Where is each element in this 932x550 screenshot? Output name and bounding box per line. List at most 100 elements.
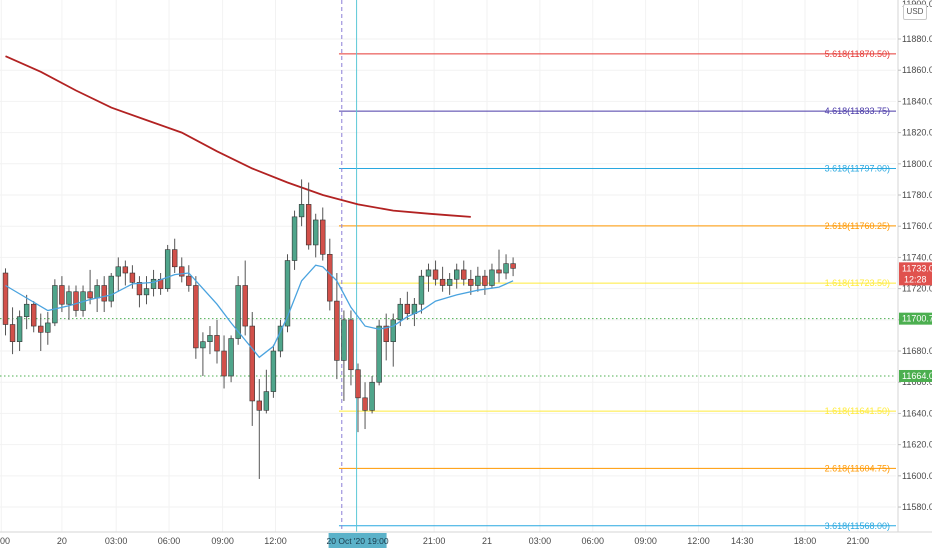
candle-body xyxy=(45,322,51,333)
candle-body xyxy=(150,278,157,289)
fib-level-label: 5.618(11870.50) xyxy=(825,49,890,59)
time-tick-label: 09:00 xyxy=(211,536,234,546)
candle-body xyxy=(87,291,93,299)
candle-body xyxy=(228,338,234,377)
candle-body xyxy=(256,400,262,411)
candle-body xyxy=(320,219,326,255)
time-tick-label: 21 xyxy=(482,536,492,546)
candle-body xyxy=(73,291,79,311)
candle-body xyxy=(475,275,481,286)
fib-level-label: 3.618(11568.00) xyxy=(825,521,890,531)
candle xyxy=(87,269,93,305)
candle-body xyxy=(249,325,255,402)
candle xyxy=(59,276,65,313)
fib-level-label: 2.618(11760.25) xyxy=(825,221,890,231)
candle-body xyxy=(425,269,432,277)
currency-badge[interactable]: USD xyxy=(903,4,927,20)
candle xyxy=(411,297,418,327)
candle-body xyxy=(172,249,178,268)
candle-body xyxy=(235,285,241,339)
candle-body xyxy=(38,325,44,333)
price-tick-label: 11720.00 xyxy=(902,284,932,294)
time-tick-label: 03:00 xyxy=(105,536,128,546)
candle-body xyxy=(277,325,284,352)
candle xyxy=(284,254,291,333)
candle xyxy=(23,294,30,330)
horizontal-line-tag: 11700.75 xyxy=(899,312,932,325)
candle-body xyxy=(355,369,361,399)
candle xyxy=(453,263,460,289)
candle xyxy=(496,249,502,283)
price-tick-label: 11820.00 xyxy=(902,128,932,138)
candle-body xyxy=(101,285,107,302)
time-cursor-label: 20 Oct '20 19:00 xyxy=(327,536,389,546)
candle-body xyxy=(214,335,220,352)
candle xyxy=(256,379,262,479)
time-tick-label: 14:30 xyxy=(731,536,754,546)
time-tick-label: 20 xyxy=(57,536,67,546)
time-tick-label: 12:00 xyxy=(687,536,710,546)
price-tick-label: 11600.00 xyxy=(902,471,932,481)
candle xyxy=(221,335,227,389)
candle-body xyxy=(242,285,248,327)
time-tick-label: 18:00 xyxy=(794,536,817,546)
candle xyxy=(383,313,389,361)
candle-body xyxy=(376,325,382,383)
candle xyxy=(9,307,16,355)
candle-body xyxy=(164,249,171,289)
candle-body xyxy=(263,391,270,411)
candle xyxy=(143,276,150,305)
candle xyxy=(475,266,481,292)
candle xyxy=(101,276,107,313)
candle-body xyxy=(418,275,425,305)
candle xyxy=(425,263,432,292)
horizontal-line-tag-label: 11664.00 xyxy=(902,371,932,381)
candle-body xyxy=(404,303,411,314)
current-price-label: 11733.00 xyxy=(902,263,932,273)
candle xyxy=(157,273,164,295)
candle xyxy=(369,375,375,414)
candle xyxy=(249,312,255,426)
candle-body xyxy=(30,303,37,327)
time-tick-label: 09:00 xyxy=(634,536,657,546)
moving-average-slow xyxy=(5,55,471,218)
candle xyxy=(503,254,509,280)
candle xyxy=(348,310,354,386)
candle xyxy=(482,269,488,295)
candle xyxy=(489,263,495,289)
candle-body xyxy=(327,253,333,302)
time-tick-label: 06:00 xyxy=(581,536,604,546)
candle-body xyxy=(186,275,192,286)
candle xyxy=(235,276,241,345)
candle-body xyxy=(52,285,58,324)
candle xyxy=(404,291,411,320)
time-tick-label: 03:00 xyxy=(529,536,552,546)
candle xyxy=(341,310,347,401)
time-tick-label: 06:00 xyxy=(158,536,181,546)
time-axis: 1:00 20 03:00 06:00 09:00 12:00 21:00 21 03:00 06… xyxy=(0,531,932,550)
candle-body xyxy=(453,269,460,280)
price-axis: 11580.00 11600.00 11620.00 11640.00 11660.00… xyxy=(897,0,932,550)
candle xyxy=(108,273,114,308)
candle-body xyxy=(383,325,389,342)
price-tick-label: 11840.00 xyxy=(902,96,932,106)
candle-body xyxy=(489,269,495,286)
candle-body xyxy=(66,291,72,305)
candle xyxy=(298,179,305,227)
time-tick-label: 12:00 xyxy=(264,536,287,546)
time-tick-label: 1:00 xyxy=(0,536,10,546)
price-tick-label: 11740.00 xyxy=(902,252,932,262)
candle-body xyxy=(59,285,65,305)
price-tick-label: 11860.00 xyxy=(902,65,932,75)
price-tick-label: 11760.00 xyxy=(902,221,932,231)
fib-extension: 5.618(11870.50) 4.618(11833.75) 3.618(1179… xyxy=(338,49,896,531)
candle-body xyxy=(432,269,439,280)
candle-body xyxy=(468,278,474,286)
candle-body xyxy=(9,324,16,342)
candle-body xyxy=(16,316,23,342)
candle xyxy=(242,260,248,336)
candle xyxy=(362,382,368,430)
price-tick-label: 11580.00 xyxy=(902,502,932,512)
